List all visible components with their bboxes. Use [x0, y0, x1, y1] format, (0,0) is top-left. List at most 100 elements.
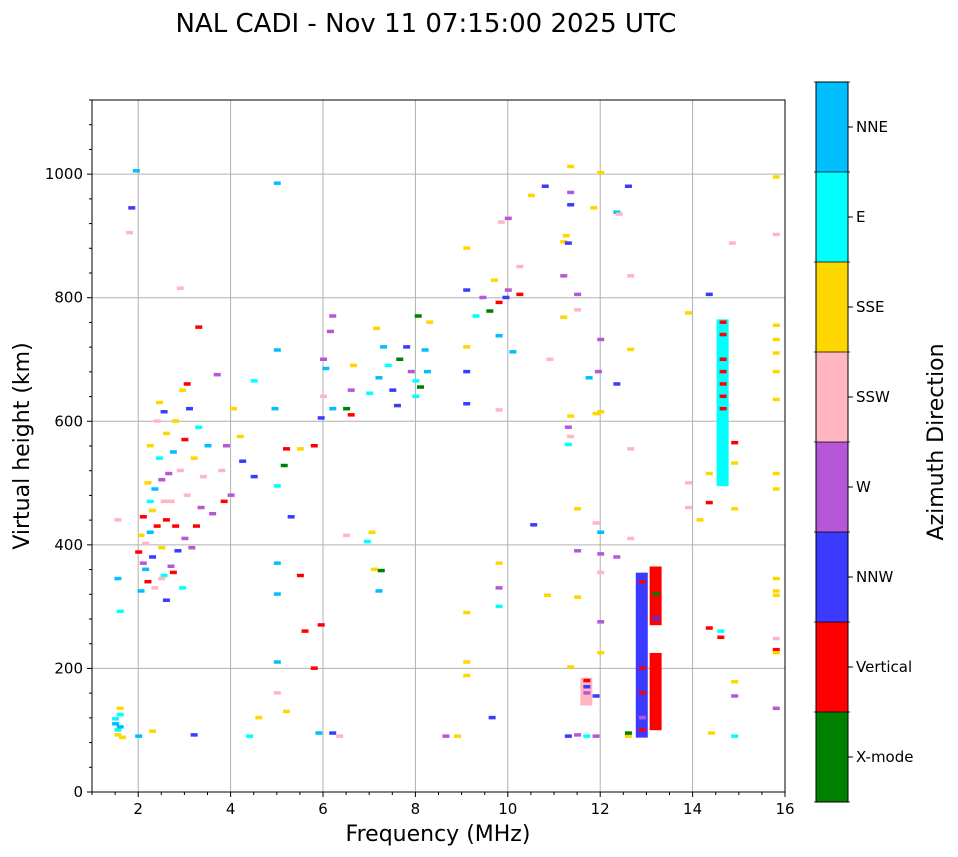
data-segment	[716, 319, 729, 487]
data-segment	[649, 566, 662, 626]
data-point	[125, 230, 133, 235]
data-point	[772, 337, 780, 342]
data-point	[155, 400, 163, 405]
data-point	[343, 533, 351, 538]
data-point	[527, 193, 535, 198]
data-point	[329, 731, 337, 735]
data-point	[652, 604, 660, 609]
data-point	[412, 394, 420, 399]
data-point	[181, 536, 189, 541]
data-point	[384, 363, 392, 368]
y-tick-label: 0	[73, 783, 83, 801]
data-point	[169, 570, 177, 575]
data-point	[222, 444, 230, 448]
data-point	[153, 524, 161, 528]
data-point	[772, 351, 780, 355]
data-point	[283, 709, 291, 714]
data-point	[597, 410, 605, 414]
data-point	[708, 731, 716, 735]
data-point	[530, 523, 538, 527]
data-point	[638, 691, 646, 695]
data-point	[772, 323, 780, 328]
data-point	[463, 288, 471, 292]
data-point	[116, 609, 124, 614]
x-tick-label: 10	[498, 800, 517, 818]
colorbar-segment	[816, 442, 848, 532]
x-tick-label: 6	[318, 800, 328, 818]
data-point	[597, 570, 605, 575]
data-point	[160, 410, 168, 414]
data-point	[560, 240, 568, 244]
colorbar-frame	[815, 81, 849, 803]
data-point	[592, 734, 600, 738]
data-point	[772, 589, 780, 593]
data-point	[652, 660, 660, 664]
data-segment	[649, 652, 662, 731]
data-point	[112, 722, 120, 726]
data-point	[490, 278, 498, 282]
data-point	[146, 530, 154, 534]
data-point	[250, 474, 258, 479]
data-point	[407, 369, 415, 374]
y-tick-label: 1000	[45, 165, 83, 183]
grid-lines	[92, 100, 785, 792]
colorbar-segment	[816, 262, 848, 352]
colorbar-tick-label: NNW	[856, 568, 893, 586]
data-point	[705, 471, 713, 476]
data-point	[583, 734, 591, 738]
data-point	[719, 419, 727, 423]
y-tick-label: 600	[54, 412, 83, 430]
data-point	[638, 715, 646, 720]
data-point	[347, 388, 355, 392]
data-point	[255, 715, 263, 720]
data-point	[426, 320, 434, 324]
data-point	[613, 382, 621, 386]
data-point	[160, 573, 168, 578]
data-point	[597, 170, 605, 175]
data-point	[495, 604, 503, 609]
data-point	[719, 332, 727, 337]
data-point	[504, 288, 512, 292]
data-point	[135, 734, 143, 738]
data-point	[229, 406, 237, 411]
data-point	[772, 636, 780, 641]
data-point	[652, 722, 660, 726]
data-point	[705, 626, 713, 630]
data-point	[181, 437, 189, 442]
data-point	[389, 388, 397, 392]
data-point	[590, 206, 598, 210]
data-point	[684, 505, 692, 510]
data-point	[195, 425, 203, 429]
data-point	[613, 555, 621, 559]
data-point	[377, 568, 385, 573]
data-point	[564, 442, 572, 447]
data-point	[463, 401, 471, 406]
data-point	[615, 212, 623, 216]
data-point	[183, 382, 191, 386]
data-point	[719, 456, 727, 460]
data-point	[273, 484, 281, 488]
x-tick-label: 2	[133, 800, 143, 818]
x-tick-label: 16	[775, 800, 794, 818]
data-point	[197, 505, 205, 510]
colorbar-label: Azimuth Direction	[924, 343, 949, 540]
colorbar-tick-label: X-mode	[856, 748, 913, 766]
data-point	[597, 337, 605, 342]
data-point	[179, 388, 187, 392]
data-point	[144, 481, 152, 485]
data-point	[560, 274, 568, 278]
colorbar-segment	[816, 352, 848, 442]
data-point	[731, 694, 739, 698]
data-point	[652, 672, 660, 677]
data-point	[149, 555, 157, 559]
y-axis-label: Virtual height (km)	[10, 342, 35, 549]
data-point	[370, 567, 378, 572]
data-point	[574, 595, 582, 599]
data-point	[137, 589, 145, 593]
data-point	[597, 552, 605, 556]
data-point	[463, 345, 471, 349]
data-point	[627, 347, 635, 352]
data-point	[146, 499, 154, 504]
data-point	[283, 447, 291, 451]
